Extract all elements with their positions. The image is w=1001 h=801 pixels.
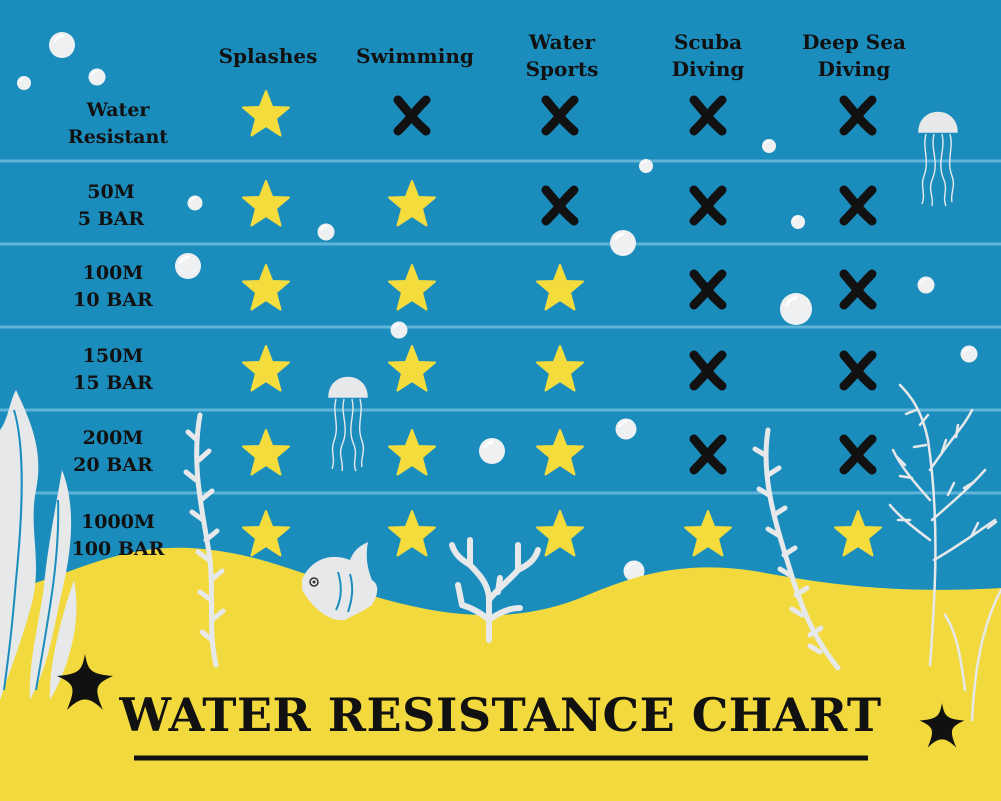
star-icon: [536, 429, 584, 476]
column-header-scuba-diving: Scuba Diving: [671, 30, 745, 81]
cross-icon: [694, 274, 722, 305]
row-label-1000m: 1000M 100 BAR: [71, 511, 165, 560]
row-label-water-resistant: Water Resistant: [67, 99, 169, 148]
bubble-icon: [47, 30, 77, 60]
bubble-icon: [790, 214, 806, 230]
cross-icon: [844, 355, 872, 386]
star-icon: [242, 90, 290, 137]
star-icon: [536, 510, 584, 557]
fish-icon: [302, 542, 378, 621]
column-header-swimming: Swimming: [356, 44, 474, 68]
star-icon: [684, 510, 732, 557]
cross-icon: [694, 100, 722, 131]
star-icon: [242, 345, 290, 392]
cross-icon: [398, 100, 426, 131]
star-icon: [388, 264, 436, 311]
seaweed-icon: [752, 427, 841, 671]
cross-icon: [694, 439, 722, 470]
bubble-icon: [87, 67, 107, 87]
row-label-200m: 200M 20 BAR: [73, 427, 153, 476]
seaweed-icon: [183, 412, 226, 668]
seaweed-icon: [888, 383, 1001, 722]
bubble-icon: [959, 344, 979, 364]
bubble-icon: [778, 291, 814, 327]
row-label-150m: 150M 15 BAR: [73, 345, 153, 394]
bubble-icon: [614, 417, 638, 441]
cross-icon: [844, 439, 872, 470]
bubble-icon: [916, 275, 936, 295]
star-icon: [242, 510, 290, 557]
bubble-icon: [761, 138, 777, 154]
cross-icon: [844, 274, 872, 305]
cross-icon: [694, 190, 722, 221]
coral-icon: [449, 537, 541, 643]
bubble-icon: [638, 158, 654, 174]
column-header-deep-sea-diving: Deep Sea Diving: [802, 30, 906, 81]
row-label-50m: 50M 5 BAR: [77, 181, 145, 230]
star-icon: [388, 429, 436, 476]
star-icon: [536, 345, 584, 392]
column-header-water-sports: Water Sports: [525, 30, 599, 81]
star-icon: [834, 510, 882, 557]
row-dividers: [0, 159, 1001, 495]
star-icon: [242, 264, 290, 311]
star-icon: [388, 180, 436, 227]
bubble-icon: [389, 320, 409, 340]
column-header-splashes: Splashes: [218, 44, 318, 68]
cross-icon: [694, 355, 722, 386]
star-icon: [388, 345, 436, 392]
bubble-icon: [316, 222, 336, 242]
row-label-100m: 100M 10 BAR: [73, 262, 153, 311]
bubble-icon: [16, 75, 32, 91]
star-icon: [242, 429, 290, 476]
star-icon: [536, 264, 584, 311]
cross-icon: [844, 100, 872, 131]
jellyfish-icon: [328, 376, 368, 472]
star-icon: [388, 510, 436, 557]
bubble-icon: [477, 436, 507, 466]
bubble-icon: [608, 228, 638, 258]
cross-icon: [844, 190, 872, 221]
cross-icon: [546, 100, 574, 131]
star-icon: [242, 180, 290, 227]
cross-icon: [546, 190, 574, 221]
sand-dunes: [0, 547, 1001, 801]
jellyfish-icon: [918, 111, 958, 207]
chart-title: WATER RESISTANCE CHART: [119, 688, 882, 742]
